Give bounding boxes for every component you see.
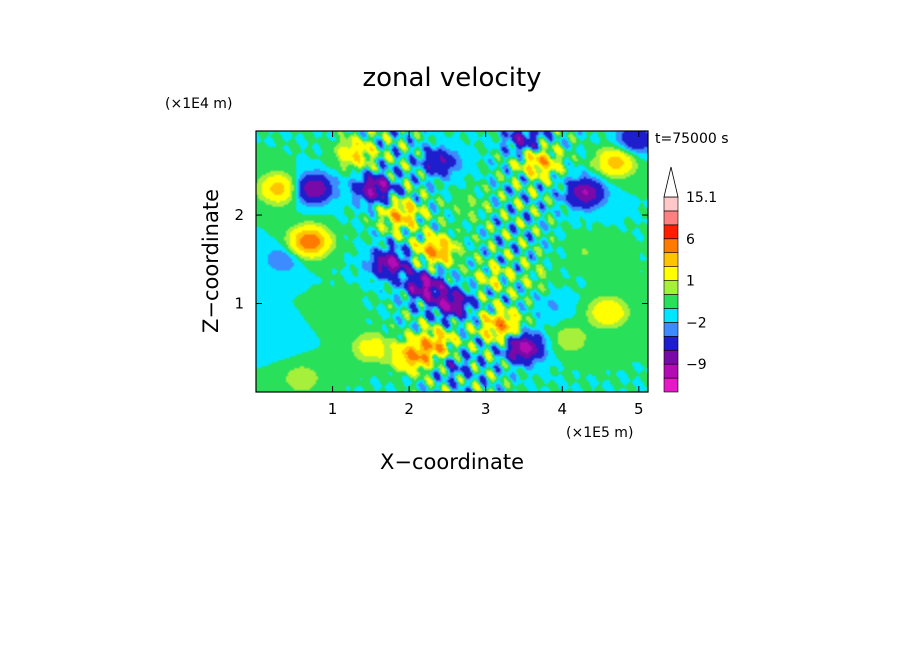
x-tick-label: 2 bbox=[404, 400, 414, 418]
colorbar-extend-arrow bbox=[663, 166, 679, 198]
velocity-field-raster bbox=[256, 131, 648, 392]
y-tick-label: 1 bbox=[234, 295, 244, 313]
x-axis-label: X−coordinate bbox=[380, 450, 524, 474]
x-axis-unit: (×1E5 m) bbox=[566, 425, 633, 441]
x-tick-label: 1 bbox=[328, 400, 338, 418]
colorbar-band bbox=[663, 252, 679, 267]
x-tick-label: 3 bbox=[481, 400, 491, 418]
chart-title: zonal velocity bbox=[362, 63, 541, 93]
colorbar: 15.1 6 1 −2 −9 bbox=[663, 166, 717, 393]
colorbar-label: 1 bbox=[686, 274, 695, 290]
colorbar-band bbox=[663, 349, 679, 365]
x-axis-ticks: 1 2 3 4 5 bbox=[328, 131, 644, 418]
y-axis-unit: (×1E4 m) bbox=[165, 96, 232, 112]
plot-area bbox=[255, 130, 649, 393]
colorbar-label: 15.1 bbox=[686, 190, 717, 206]
y-axis-ticks: 12 bbox=[234, 206, 648, 313]
colorbar-band bbox=[663, 308, 679, 323]
colorbar-band bbox=[663, 377, 679, 393]
y-axis-label: Z−coordinate bbox=[199, 189, 223, 333]
colorbar-label: 6 bbox=[686, 232, 695, 248]
x-tick-label: 5 bbox=[634, 400, 644, 418]
colorbar-band bbox=[663, 322, 679, 337]
colorbar-band bbox=[663, 210, 679, 226]
colorbar-band bbox=[663, 196, 679, 212]
colorbar-band bbox=[663, 335, 679, 351]
colorbar-label: −2 bbox=[686, 315, 707, 331]
time-label: t=75000 s bbox=[655, 131, 729, 147]
colorbar-label: −9 bbox=[686, 357, 707, 373]
colorbar-band bbox=[663, 224, 679, 240]
x-tick-label: 4 bbox=[557, 400, 567, 418]
colorbar-band bbox=[663, 294, 679, 309]
colorbar-band bbox=[663, 238, 679, 254]
y-tick-label: 2 bbox=[234, 206, 244, 224]
colorbar-band bbox=[663, 363, 679, 379]
colorbar-band bbox=[663, 280, 679, 295]
colorbar-band bbox=[663, 266, 679, 281]
plot-frame bbox=[255, 130, 649, 393]
